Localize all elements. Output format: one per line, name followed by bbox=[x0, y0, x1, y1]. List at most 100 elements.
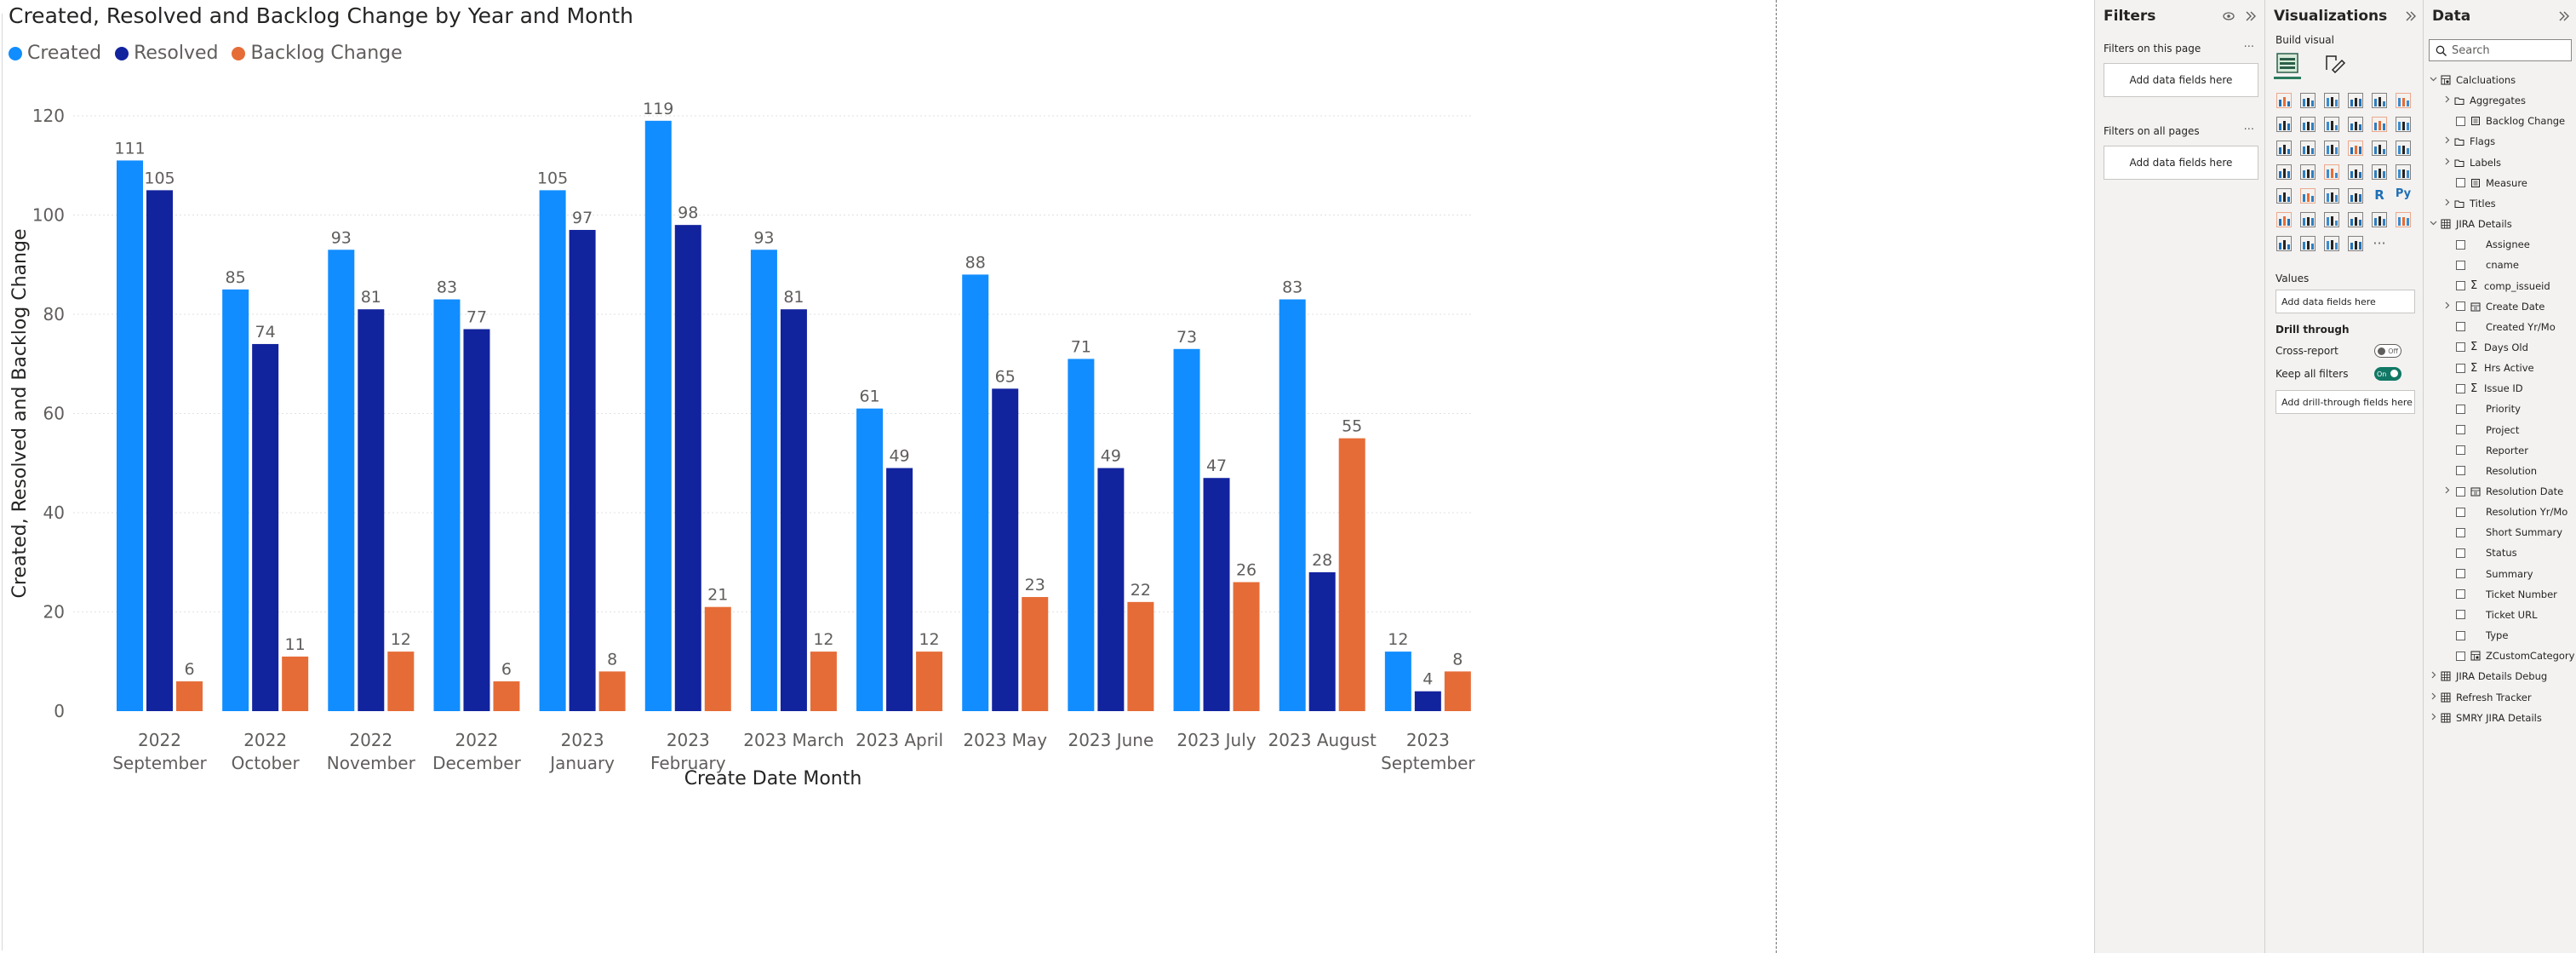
bar-created[interactable] bbox=[962, 274, 989, 711]
legend-item-backlog-change[interactable]: Backlog Change bbox=[232, 43, 403, 64]
field-checkbox[interactable] bbox=[2456, 260, 2465, 270]
format-visual-tab[interactable] bbox=[2321, 49, 2349, 77]
data-item-reporter[interactable]: Reporter bbox=[2424, 440, 2576, 461]
bar-created[interactable] bbox=[1279, 299, 1306, 711]
column-chart[interactable]: Created, Resolved and Backlog Change 0 20 4… bbox=[0, 77, 1498, 809]
report-canvas[interactable]: Created, Resolved and Backlog Change by … bbox=[0, 0, 2094, 953]
field-checkbox[interactable] bbox=[2456, 425, 2465, 435]
visual-kpi-icon[interactable] bbox=[2275, 187, 2293, 204]
visual-slicer-icon[interactable] bbox=[2299, 187, 2316, 204]
visual-line-clustered-column-icon[interactable] bbox=[2371, 116, 2388, 133]
bar-resolved[interactable] bbox=[674, 225, 701, 711]
bar-backlog-change[interactable] bbox=[1022, 597, 1049, 711]
data-item-jira-details[interactable]: JIRA Details bbox=[2424, 214, 2576, 234]
data-item-labels[interactable]: Labels bbox=[2424, 152, 2576, 173]
visual-table-icon[interactable] bbox=[2323, 187, 2340, 204]
bar-backlog-change[interactable] bbox=[1127, 601, 1154, 711]
legend-item-resolved[interactable]: Resolved bbox=[115, 43, 218, 64]
bar-created[interactable] bbox=[1068, 359, 1095, 711]
collapse-data-icon[interactable] bbox=[2558, 10, 2570, 22]
field-checkbox[interactable] bbox=[2456, 445, 2465, 456]
visual-clustered-bar-icon[interactable] bbox=[2323, 92, 2340, 109]
bar-created[interactable] bbox=[1173, 348, 1200, 711]
eye-icon[interactable] bbox=[2223, 11, 2235, 21]
visual-funnel-icon[interactable] bbox=[2299, 140, 2316, 157]
data-item-priority[interactable]: Priority bbox=[2424, 399, 2576, 419]
visual-pie-icon[interactable] bbox=[2347, 140, 2364, 157]
field-checkbox[interactable] bbox=[2456, 239, 2465, 250]
bar-resolved[interactable] bbox=[780, 309, 807, 711]
bar-resolved[interactable] bbox=[1097, 468, 1125, 711]
data-item-ticket-url[interactable]: Ticket URL bbox=[2424, 605, 2576, 625]
bar-created[interactable] bbox=[328, 250, 355, 711]
visual-decomposition-tree-icon[interactable] bbox=[2299, 211, 2316, 228]
data-item-calcluations[interactable]: Calcluations bbox=[2424, 70, 2576, 90]
visual-smart-narrative-icon[interactable] bbox=[2347, 211, 2364, 228]
data-item-smry-jira-details[interactable]: SMRY JIRA Details bbox=[2424, 708, 2576, 728]
data-item-status[interactable]: Status bbox=[2424, 543, 2576, 563]
keep-all-filters-toggle[interactable]: On bbox=[2374, 367, 2401, 381]
data-item-assignee[interactable]: Assignee bbox=[2424, 234, 2576, 255]
data-item-resolution-date[interactable]: Resolution Date bbox=[2424, 481, 2576, 502]
data-item-refresh-tracker[interactable]: Refresh Tracker bbox=[2424, 687, 2576, 708]
visual-qa-icon[interactable] bbox=[2323, 211, 2340, 228]
field-checkbox[interactable] bbox=[2456, 527, 2465, 537]
chevron-right-icon[interactable] bbox=[2442, 158, 2451, 168]
data-item-days-old[interactable]: Σ Days Old bbox=[2424, 337, 2576, 358]
chevron-right-icon[interactable] bbox=[2442, 136, 2451, 146]
bar-created[interactable] bbox=[117, 160, 143, 712]
visual-goals-icon[interactable] bbox=[2395, 211, 2412, 228]
data-item-flags[interactable]: Flags bbox=[2424, 131, 2576, 152]
chevron-down-icon[interactable] bbox=[2429, 75, 2437, 85]
data-item-cname[interactable]: cname bbox=[2424, 255, 2576, 275]
field-checkbox[interactable] bbox=[2456, 589, 2465, 600]
visual-scatter-icon[interactable] bbox=[2323, 140, 2340, 157]
cross-report-toggle[interactable]: Off bbox=[2374, 344, 2401, 358]
bar-created[interactable] bbox=[644, 120, 672, 711]
visual-stacked-bar-icon[interactable] bbox=[2275, 92, 2293, 109]
data-item-project[interactable]: Project bbox=[2424, 420, 2576, 440]
data-item-short-summary[interactable]: Short Summary bbox=[2424, 522, 2576, 543]
visual-r-visual-icon[interactable]: R bbox=[2371, 187, 2388, 204]
visual-power-automate-icon[interactable] bbox=[2299, 235, 2316, 252]
drill-through-well[interactable]: Add drill-through fields here bbox=[2275, 390, 2415, 414]
bar-backlog-change[interactable] bbox=[810, 652, 837, 711]
bar-backlog-change[interactable] bbox=[704, 606, 731, 711]
bar-created[interactable] bbox=[1384, 652, 1411, 711]
chevron-right-icon[interactable] bbox=[2442, 198, 2451, 209]
data-item-resolution-yr-mo[interactable]: Resolution Yr/Mo bbox=[2424, 502, 2576, 522]
field-checkbox[interactable] bbox=[2456, 486, 2465, 497]
visual-100-stacked-bar-icon[interactable] bbox=[2371, 92, 2388, 109]
chevron-right-icon[interactable] bbox=[2429, 692, 2437, 703]
bar-backlog-change[interactable] bbox=[916, 652, 943, 711]
data-item-zcustomcategory[interactable]: ZCustomCategory bbox=[2424, 646, 2576, 666]
bar-backlog-change[interactable] bbox=[1338, 438, 1365, 711]
visual-clustered-column-icon[interactable] bbox=[2347, 92, 2364, 109]
collapse-filters-icon[interactable] bbox=[2245, 10, 2257, 22]
field-checkbox[interactable] bbox=[2456, 301, 2465, 312]
chevron-right-icon[interactable] bbox=[2429, 713, 2437, 723]
visual-stacked-area-icon[interactable] bbox=[2323, 116, 2340, 133]
field-checkbox[interactable] bbox=[2456, 651, 2465, 661]
bar-resolved[interactable] bbox=[463, 329, 490, 711]
field-checkbox[interactable] bbox=[2456, 116, 2465, 126]
bar-backlog-change[interactable] bbox=[387, 652, 415, 711]
bar-backlog-change[interactable] bbox=[176, 681, 203, 711]
data-item-issue-id[interactable]: Σ Issue ID bbox=[2424, 378, 2576, 399]
bar-created[interactable] bbox=[539, 190, 566, 711]
filters-this-page-well[interactable]: Add data fields here bbox=[2104, 63, 2258, 97]
field-checkbox[interactable] bbox=[2456, 507, 2465, 517]
visual-treemap-icon[interactable] bbox=[2395, 140, 2412, 157]
field-checkbox[interactable] bbox=[2456, 322, 2465, 332]
data-item-backlog-change[interactable]: Backlog Change bbox=[2424, 111, 2576, 131]
visual-map-icon[interactable] bbox=[2275, 164, 2293, 181]
field-checkbox[interactable] bbox=[2456, 630, 2465, 640]
filters-all-pages-more-button[interactable]: ··· bbox=[2243, 123, 2254, 136]
field-checkbox[interactable] bbox=[2456, 569, 2465, 579]
legend-item-created[interactable]: Created bbox=[9, 43, 101, 64]
bar-resolved[interactable] bbox=[886, 468, 913, 711]
visual-ribbon-icon[interactable] bbox=[2395, 116, 2412, 133]
chevron-right-icon[interactable] bbox=[2442, 486, 2451, 497]
data-item-type[interactable]: Type bbox=[2424, 625, 2576, 646]
